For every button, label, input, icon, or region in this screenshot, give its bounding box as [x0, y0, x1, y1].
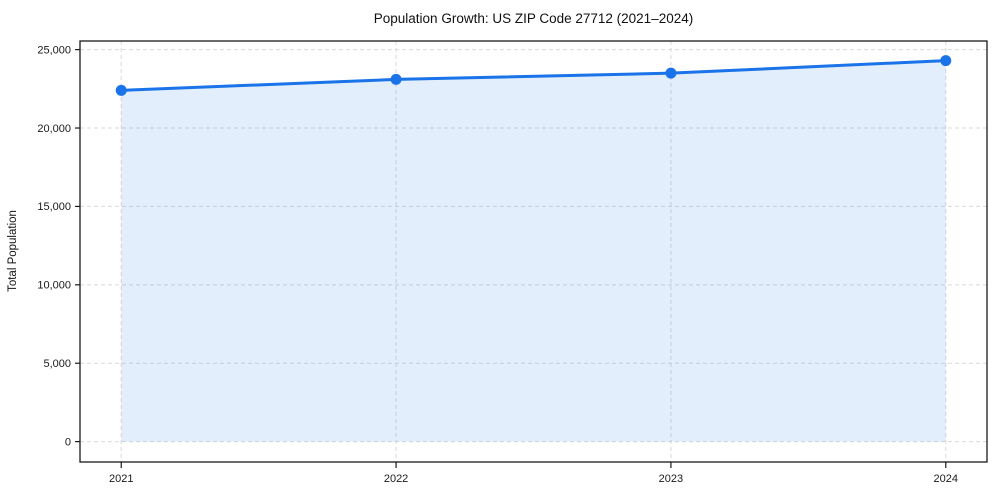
plot-border — [79, 40, 988, 463]
data-point-marker — [390, 73, 402, 85]
y-tick-label: 25,000 — [37, 44, 71, 56]
series-area-fill — [121, 60, 946, 442]
series-line — [119, 59, 948, 92]
chart-title: Population Growth: US ZIP Code 27712 (20… — [373, 11, 694, 26]
data-point-marker — [940, 55, 952, 67]
x-tick-label: 2022 — [384, 473, 408, 485]
x-tick-label: 2021 — [109, 473, 133, 485]
data-point-marker — [665, 67, 677, 79]
x-tick-label: 2024 — [934, 473, 958, 485]
y-axis-label: Total Population — [7, 210, 19, 292]
data-point-marker — [115, 84, 127, 96]
y-tick-label: 5,000 — [43, 358, 71, 370]
y-tick-label: 10,000 — [37, 280, 71, 292]
y-tick-label: 0 — [65, 436, 71, 448]
x-tick-label: 2023 — [659, 473, 683, 485]
y-tick-label: 20,000 — [37, 123, 71, 135]
y-tick-label: 15,000 — [37, 201, 71, 213]
